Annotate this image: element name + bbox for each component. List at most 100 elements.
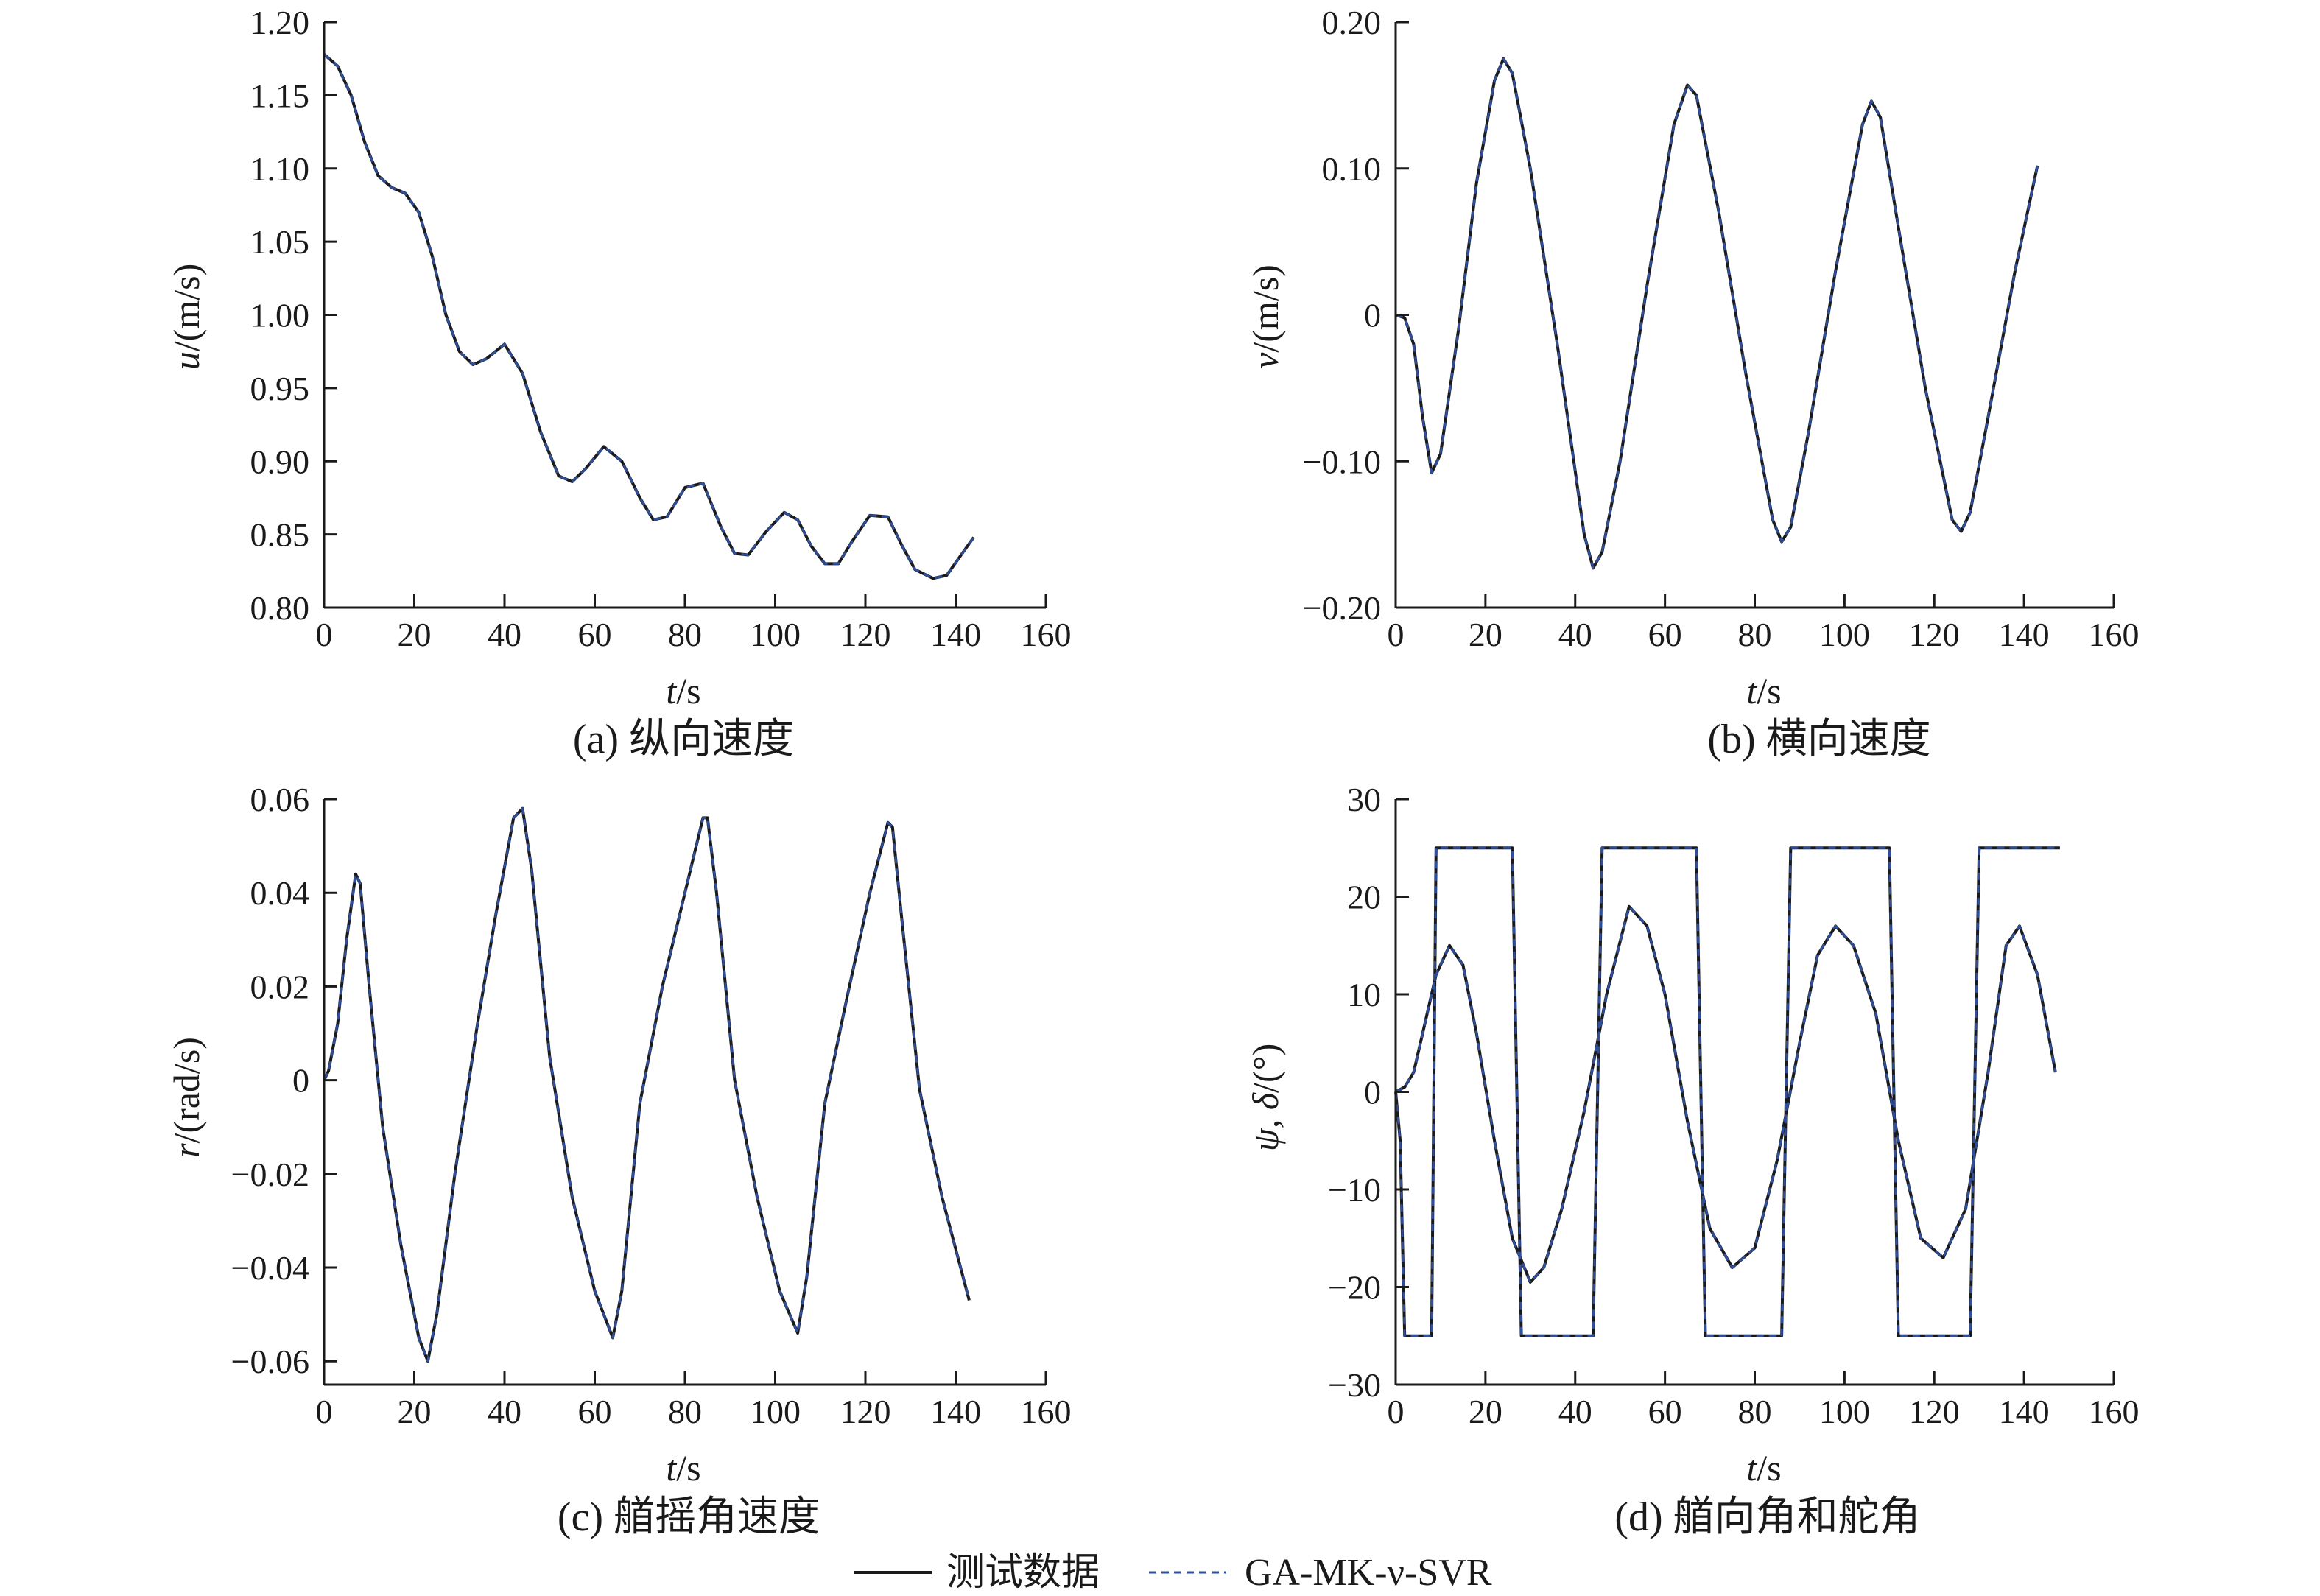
x-tick-label: 120: [1909, 1393, 1960, 1430]
y-tick-label: 1.20: [250, 4, 310, 41]
plot-b-xlabel: t/s: [1746, 670, 1781, 711]
plot-d-xlabel: t/s: [1746, 1447, 1781, 1488]
plot-d-ylabel: ψ, δ/(°): [1245, 1044, 1286, 1151]
x-tick-label: 120: [840, 616, 891, 653]
y-tick-label: 0.04: [250, 874, 310, 912]
y-tick-label: 0.90: [250, 443, 310, 480]
x-tick-label: 60: [578, 616, 612, 653]
series-line-ga-mk-svr: [1394, 846, 2060, 1337]
x-tick-label: 100: [1819, 616, 1870, 653]
x-tick-label: 160: [1021, 616, 1072, 653]
x-tick-label: 160: [2089, 1393, 2140, 1430]
plot-c-ylabel: r/(rad/s): [166, 1037, 207, 1158]
x-tick-label: 140: [1999, 616, 2050, 653]
y-tick-label: −30: [1328, 1366, 1381, 1404]
y-tick-label: 1.05: [250, 223, 310, 261]
x-tick-label: 140: [930, 616, 981, 653]
legend: 测试数据 GA-MK-ν-SVR: [854, 1552, 1492, 1594]
y-tick-label: −20: [1328, 1269, 1381, 1307]
plot-a-axes: [323, 22, 1046, 609]
y-tick-label: 1.00: [250, 297, 310, 334]
x-tick-label: 80: [1738, 1393, 1772, 1430]
x-tick-label: 40: [488, 616, 521, 653]
series-line-test-data: [323, 53, 975, 580]
series-line-test-data: [323, 806, 971, 1363]
x-tick-label: 40: [488, 1393, 521, 1430]
plot-b-caption: (b) 横向速度: [1707, 717, 1930, 762]
y-tick-label: 0.20: [1322, 4, 1382, 41]
x-tick-label: 60: [1648, 616, 1682, 653]
plot-c-caption: (c) 艏摇角速度: [558, 1494, 820, 1540]
y-tick-label: 0: [1364, 297, 1381, 334]
x-tick-label: 0: [1388, 1393, 1405, 1430]
series-line-test-data: [1395, 904, 2057, 1284]
y-tick-label: 0.80: [250, 589, 310, 627]
y-tick-label: 0: [1364, 1074, 1381, 1111]
y-tick-label: −0.20: [1303, 589, 1381, 627]
y-tick-label: −0.04: [231, 1249, 309, 1287]
plot-b-series: [1395, 57, 2039, 570]
x-tick-label: 20: [1469, 616, 1502, 653]
plot-c-series: [323, 806, 971, 1363]
panel-c: 0 20 40 60 80 100 120 140 160 −0.06 −0.04 −0.02 0 0.0…: [166, 781, 1072, 1540]
y-tick-label: 1.15: [250, 77, 310, 114]
plot-b-ticks: 0 20 40 60 80 100 120 140 160 −0.20 −0.10 0 0.10 0.20: [1303, 4, 2140, 653]
x-tick-label: 160: [1021, 1393, 1072, 1430]
y-tick-label: 0: [292, 1062, 309, 1100]
series-line-test-data: [1395, 57, 2039, 570]
panel-d: 0 20 40 60 80 100 120 140 160 −30 −20 −10 0 10 20 30 t/…: [1245, 781, 2140, 1540]
x-tick-label: 0: [316, 616, 333, 653]
plot-d-caption: (d) 艏向角和舵角: [1614, 1494, 1920, 1540]
x-tick-label: 100: [1819, 1393, 1870, 1430]
y-tick-label: 0.02: [250, 968, 310, 1005]
y-tick-label: 1.10: [250, 150, 310, 188]
plot-a-caption: (a) 纵向速度: [573, 717, 794, 762]
x-tick-label: 80: [668, 1393, 702, 1430]
plot-b-ylabel: v/(m/s): [1245, 264, 1286, 369]
x-tick-label: 140: [930, 1393, 981, 1430]
y-tick-label: 20: [1347, 879, 1381, 916]
plot-a-ticks: 0 20 40 60 80 100 120 140 160 0.80 0.85 0.90 0.95 1.0…: [250, 4, 1072, 653]
plot-a-ylabel: u/(m/s): [166, 264, 207, 370]
x-tick-label: 80: [668, 616, 702, 653]
y-tick-label: 0.06: [250, 781, 310, 818]
x-tick-label: 20: [398, 1393, 432, 1430]
plot-a-series: [323, 53, 975, 580]
x-tick-label: 40: [1558, 1393, 1592, 1430]
panel-a: 0 20 40 60 80 100 120 140 160 0.80 0.85 0.90 0.95 1.0…: [166, 4, 1072, 762]
y-tick-label: −10: [1328, 1171, 1381, 1209]
legend-label-test: 测试数据: [946, 1552, 1100, 1594]
x-tick-label: 20: [1469, 1393, 1502, 1430]
x-tick-label: 20: [398, 616, 432, 653]
x-tick-label: 160: [2089, 616, 2140, 653]
plot-c-ticks: 0 20 40 60 80 100 120 140 160 −0.06 −0.04 −0.02 0 0.0…: [231, 781, 1072, 1430]
y-tick-label: 30: [1347, 781, 1381, 818]
series-line-ga-mk-svr: [323, 807, 971, 1363]
y-tick-label: 0.85: [250, 516, 310, 554]
y-tick-label: −0.06: [231, 1343, 309, 1380]
x-tick-label: 80: [1738, 616, 1772, 653]
legend-label-model: GA-MK-ν-SVR: [1245, 1552, 1492, 1594]
y-tick-label: 10: [1347, 976, 1381, 1013]
x-tick-label: 100: [750, 616, 801, 653]
y-tick-label: 0.10: [1322, 150, 1382, 188]
x-tick-label: 60: [578, 1393, 612, 1430]
x-tick-label: 100: [750, 1393, 801, 1430]
x-tick-label: 0: [316, 1393, 333, 1430]
panel-b: 0 20 40 60 80 100 120 140 160 −0.20 −0.10 0 0.10 0.20…: [1245, 4, 2140, 762]
plot-a-xlabel: t/s: [666, 670, 700, 711]
x-tick-label: 40: [1558, 616, 1592, 653]
x-tick-label: 60: [1648, 1393, 1682, 1430]
x-tick-label: 140: [1999, 1393, 2050, 1430]
plot-d-axes: [1394, 799, 2114, 1386]
plot-d-ticks: 0 20 40 60 80 100 120 140 160 −30 −20 −10 0 10 20 30: [1328, 781, 2139, 1430]
x-tick-label: 120: [840, 1393, 891, 1430]
y-tick-label: −0.10: [1303, 443, 1381, 480]
x-tick-label: 0: [1388, 616, 1405, 653]
y-tick-label: −0.02: [231, 1156, 309, 1193]
series-line-ga-mk-svr: [323, 53, 975, 580]
x-tick-label: 120: [1909, 616, 1960, 653]
plot-d-series: [1394, 846, 2060, 1337]
plot-c-xlabel: t/s: [666, 1447, 700, 1488]
